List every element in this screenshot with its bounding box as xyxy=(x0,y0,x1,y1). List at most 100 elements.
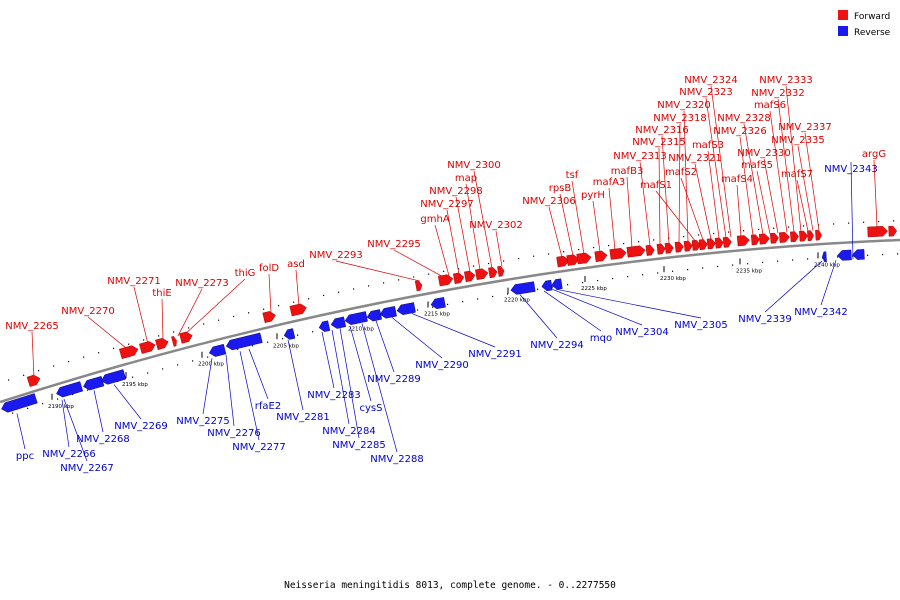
reverse-gene-arrow[interactable] xyxy=(330,316,347,330)
gene-label[interactable]: thiE xyxy=(152,288,171,299)
gene-label[interactable]: NMV_2330 xyxy=(737,148,790,159)
gene-label[interactable]: NMV_2285 xyxy=(332,440,385,451)
forward-gene-arrow[interactable] xyxy=(750,234,760,246)
forward-gene-arrow[interactable] xyxy=(815,229,822,241)
forward-gene-arrow[interactable] xyxy=(758,233,770,245)
forward-gene-arrow[interactable] xyxy=(594,250,608,262)
gene-label[interactable]: ppc xyxy=(16,451,34,462)
forward-gene-arrow[interactable] xyxy=(453,272,465,284)
gene-label[interactable]: pyrH xyxy=(581,190,605,201)
forward-gene-arrow[interactable] xyxy=(769,232,779,244)
gene-label[interactable]: NMV_2275 xyxy=(176,416,229,427)
reverse-gene-arrow[interactable] xyxy=(541,279,553,292)
reverse-gene-arrow[interactable] xyxy=(396,302,416,315)
gene-label[interactable]: NMV_2293 xyxy=(309,250,362,261)
gene-label[interactable]: NMV_2328 xyxy=(717,113,770,124)
reverse-gene-arrow[interactable] xyxy=(0,393,38,413)
forward-gene-arrow[interactable] xyxy=(414,280,423,292)
forward-gene-arrow[interactable] xyxy=(736,235,750,247)
gene-label[interactable]: NMV_2318 xyxy=(653,113,706,124)
gene-label[interactable]: mqo xyxy=(590,333,612,344)
forward-gene-arrow[interactable] xyxy=(722,236,732,248)
gene-label[interactable]: NMV_2269 xyxy=(114,421,167,432)
forward-gene-arrow[interactable] xyxy=(289,303,308,317)
gene-label[interactable]: NMV_2339 xyxy=(738,314,791,325)
gene-label[interactable]: NMV_2324 xyxy=(684,75,737,86)
reverse-gene-arrow[interactable] xyxy=(225,332,263,351)
gene-label[interactable]: NMV_2302 xyxy=(469,220,522,231)
gene-label[interactable]: NMV_2315 xyxy=(632,137,685,148)
gene-label[interactable]: NMV_2273 xyxy=(175,278,228,289)
reverse-gene-arrow[interactable] xyxy=(344,311,368,325)
gene-label[interactable]: thiG xyxy=(235,268,256,279)
gene-label[interactable]: NMV_2288 xyxy=(370,454,423,465)
forward-gene-arrow[interactable] xyxy=(799,230,808,242)
gene-label[interactable]: mafS2 xyxy=(665,167,697,178)
forward-gene-arrow[interactable] xyxy=(706,238,716,250)
gene-label[interactable]: NMV_2268 xyxy=(76,434,129,445)
forward-gene-arrow[interactable] xyxy=(488,267,498,279)
gene-label[interactable]: NMV_2265 xyxy=(5,321,58,332)
gene-label[interactable]: mafS7 xyxy=(781,169,813,180)
forward-gene-arrow[interactable] xyxy=(674,241,684,253)
reverse-gene-arrow[interactable] xyxy=(851,249,865,260)
forward-gene-arrow[interactable] xyxy=(556,255,570,268)
gene-label[interactable]: NMV_2343 xyxy=(824,164,877,175)
forward-gene-arrow[interactable] xyxy=(609,248,627,260)
gene-label[interactable]: NMV_2284 xyxy=(322,426,375,437)
gene-label[interactable]: NMV_2342 xyxy=(794,307,847,318)
gene-label[interactable]: NMV_2320 xyxy=(657,100,710,111)
gene-label[interactable]: NMV_2281 xyxy=(276,412,329,423)
reverse-gene-arrow[interactable] xyxy=(551,278,563,290)
forward-gene-arrow[interactable] xyxy=(26,374,41,387)
gene-label[interactable]: mafA3 xyxy=(593,177,626,188)
gene-label[interactable]: asd xyxy=(287,259,305,270)
gene-label[interactable]: NMV_2290 xyxy=(415,360,468,371)
gene-label[interactable]: NMV_2305 xyxy=(674,320,727,331)
gene-label[interactable]: mafS6 xyxy=(754,100,786,111)
reverse-gene-arrow[interactable] xyxy=(82,376,105,391)
reverse-gene-arrow[interactable] xyxy=(366,309,382,322)
reverse-gene-arrow[interactable] xyxy=(837,249,852,261)
forward-gene-arrow[interactable] xyxy=(698,239,708,251)
forward-gene-arrow[interactable] xyxy=(683,240,693,252)
reverse-gene-arrow[interactable] xyxy=(100,369,127,386)
forward-gene-arrow[interactable] xyxy=(576,252,592,265)
forward-gene-arrow[interactable] xyxy=(664,242,674,254)
gene-label[interactable]: NMV_2276 xyxy=(207,428,260,439)
gene-label[interactable]: NMV_2332 xyxy=(751,88,804,99)
gene-label[interactable]: NMV_2306 xyxy=(522,196,575,207)
gene-label[interactable]: NMV_2323 xyxy=(679,87,732,98)
forward-gene-arrow[interactable] xyxy=(626,245,646,258)
forward-gene-arrow[interactable] xyxy=(807,230,814,242)
gene-label[interactable]: gmhA xyxy=(420,214,449,225)
gene-label[interactable]: rpsB xyxy=(549,183,572,194)
forward-gene-arrow[interactable] xyxy=(464,270,476,283)
gene-label[interactable]: NMV_2277 xyxy=(232,442,285,453)
gene-label[interactable]: mafS1 xyxy=(640,180,672,191)
gene-label[interactable]: NMV_2294 xyxy=(530,340,583,351)
gene-label[interactable]: NMV_2335 xyxy=(771,135,824,146)
gene-label[interactable]: rfaE2 xyxy=(255,401,281,412)
forward-gene-arrow[interactable] xyxy=(790,231,799,243)
gene-label[interactable]: NMV_2298 xyxy=(429,186,482,197)
gene-label[interactable]: mafB3 xyxy=(611,166,644,177)
reverse-gene-arrow[interactable] xyxy=(822,251,827,263)
gene-label[interactable]: NMV_2271 xyxy=(107,276,160,287)
forward-gene-arrow[interactable] xyxy=(867,226,889,238)
forward-gene-arrow[interactable] xyxy=(119,344,139,359)
gene-label[interactable]: NMV_2321 xyxy=(668,153,721,164)
gene-label[interactable]: argG xyxy=(862,149,886,160)
forward-gene-arrow[interactable] xyxy=(497,265,505,277)
gene-label[interactable]: tsf xyxy=(566,170,579,181)
gene-label[interactable]: NMV_2333 xyxy=(759,75,812,86)
forward-gene-arrow[interactable] xyxy=(566,254,580,266)
reverse-gene-arrow[interactable] xyxy=(510,281,536,296)
forward-gene-arrow[interactable] xyxy=(888,225,898,237)
reverse-gene-arrow[interactable] xyxy=(55,381,84,399)
gene-label[interactable]: NMV_2291 xyxy=(468,349,521,360)
gene-label[interactable]: mafS4 xyxy=(721,174,753,185)
gene-label[interactable]: NMV_2297 xyxy=(420,199,473,210)
forward-gene-arrow[interactable] xyxy=(779,232,790,243)
forward-gene-arrow[interactable] xyxy=(656,243,666,255)
